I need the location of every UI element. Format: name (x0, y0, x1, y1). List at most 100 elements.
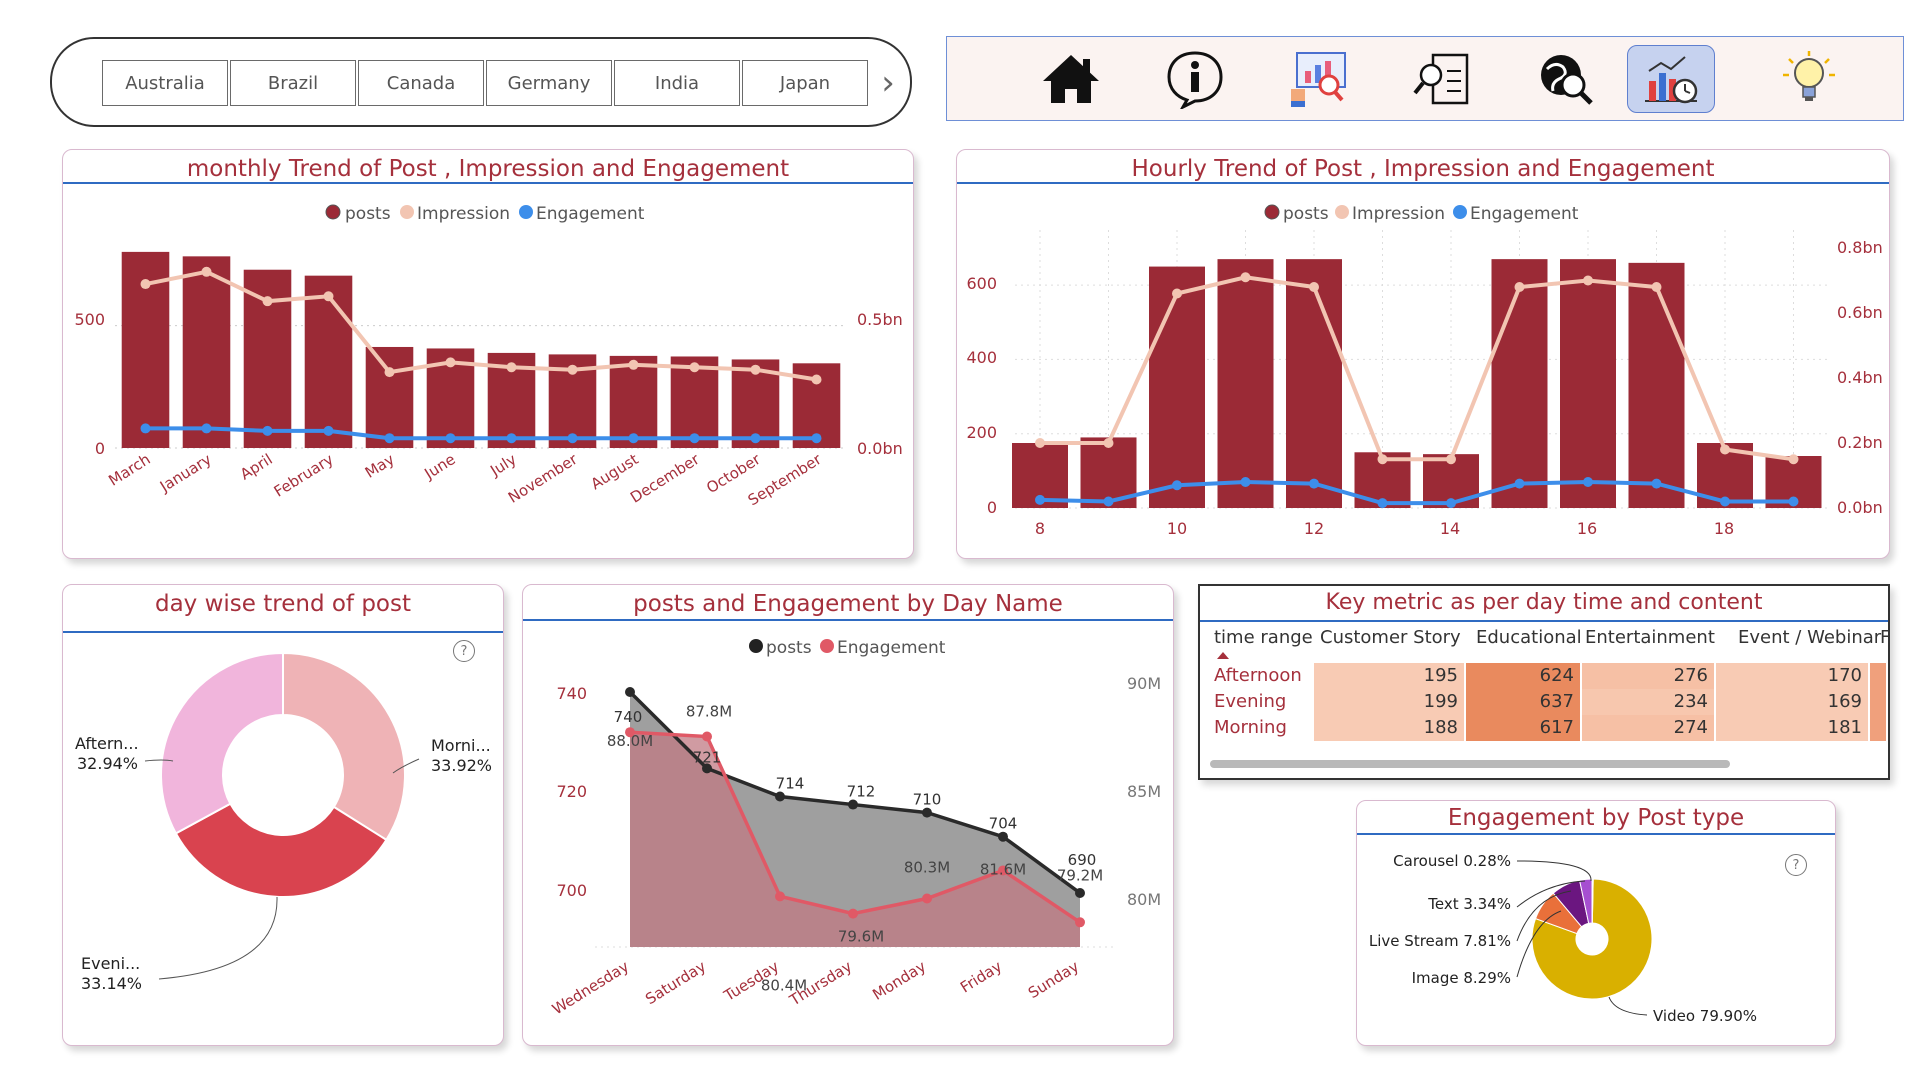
y-tick-label: 700 (556, 881, 587, 900)
data-label: 704 (989, 815, 1018, 833)
bar (365, 346, 414, 448)
data-label: 710 (913, 791, 942, 809)
home-icon[interactable] (1027, 45, 1115, 113)
info-icon[interactable] (1151, 45, 1239, 113)
title-underline (523, 619, 1173, 621)
slice-label: Aftern... (75, 734, 139, 753)
dayname-card: posts and Engagement by Day Name posts E… (522, 584, 1174, 1046)
bar (1628, 262, 1685, 508)
table-cell: 274 (1582, 715, 1714, 741)
day-wise-card: day wise trend of post ? Morni... 33.92% E… (62, 584, 504, 1046)
y2-tick-label: 0.0bn (857, 439, 903, 458)
y-tick-label: 500 (74, 310, 105, 329)
y2-tick-label: 90M (1127, 674, 1161, 693)
chart-analytics-icon[interactable] (1627, 45, 1715, 113)
data-point (1583, 477, 1593, 487)
data-point (702, 731, 712, 742)
data-point (140, 423, 151, 434)
data-point (689, 362, 700, 373)
x-tick-label: Wednesday (549, 957, 632, 1018)
data-point (140, 279, 151, 290)
slice-label: Text 3.34% (1427, 895, 1511, 913)
table-cell: 624 (1466, 663, 1580, 689)
y2-tick-label: 0.0bn (1837, 498, 1883, 517)
data-label: 79.2M (1057, 866, 1103, 884)
series-line (1039, 479, 1794, 506)
day-wise-title: day wise trend of post (154, 591, 412, 617)
data-point (750, 364, 761, 375)
title-underline (1357, 833, 1835, 835)
country-chip[interactable]: India (614, 60, 740, 106)
presentation-analysis-icon[interactable] (1275, 45, 1363, 113)
bar (609, 355, 658, 448)
legend-label: Impression (1352, 204, 1445, 224)
country-chip[interactable]: Brazil (230, 60, 356, 106)
data-label: 88.0M (607, 732, 653, 750)
data-label: 80.4M (761, 976, 807, 994)
data-point (628, 359, 639, 370)
y2-tick-label: 80M (1127, 890, 1161, 909)
data-point (998, 865, 1008, 876)
leader-line (1516, 910, 1562, 978)
document-search-icon[interactable] (1399, 45, 1487, 113)
x-tick-label: 10 (1167, 519, 1187, 538)
data-point (625, 727, 635, 738)
dayname-area-chart: posts Engagement 700 720 740 80M 85M 90M… (549, 638, 1161, 1018)
data-point (567, 433, 578, 444)
horizontal-scrollbar[interactable] (1210, 760, 1730, 768)
global-search-icon[interactable] (1523, 45, 1611, 113)
y-tick-label: 740 (556, 684, 587, 703)
x-tick-label: June (421, 450, 459, 483)
country-chip[interactable]: Australia (102, 60, 228, 106)
column-header[interactable]: time range (1214, 627, 1313, 648)
x-tick-label: 12 (1304, 519, 1324, 538)
column-header[interactable]: Customer Story (1320, 627, 1461, 648)
country-chip[interactable]: Germany (486, 60, 612, 106)
column-header[interactable]: Event / Webinar (1738, 627, 1882, 648)
data-point (1583, 275, 1593, 286)
data-point (1075, 917, 1085, 928)
data-point (1240, 477, 1251, 487)
data-point (922, 893, 932, 904)
data-label: 721 (693, 748, 722, 766)
sort-ascending-icon[interactable] (1217, 652, 1229, 659)
data-point (922, 807, 932, 818)
x-tick-label: April (237, 450, 276, 483)
country-chip[interactable]: Canada (358, 60, 484, 106)
hourly-trend-chart: posts Impression Engagement 0 200 400 60… (966, 204, 1883, 538)
x-tick-label: 16 (1577, 519, 1597, 538)
data-point (201, 266, 212, 277)
key-metric-table: Key metric as per day time and content t… (1198, 584, 1890, 780)
x-tick-label: May (362, 450, 398, 482)
idea-bulb-icon[interactable] (1765, 45, 1853, 113)
slice-label: Video 79.90% (1653, 1007, 1757, 1025)
bar (304, 275, 353, 448)
column-header[interactable]: Entertainment (1585, 627, 1715, 648)
data-point (1309, 282, 1319, 292)
series-line (145, 426, 817, 441)
data-point (1377, 454, 1388, 465)
data-label: 81.6M (980, 860, 1026, 878)
x-tick-label: 14 (1440, 519, 1460, 538)
chevron-right-icon[interactable]: › (881, 63, 895, 103)
x-tick-label: Sunday (1025, 957, 1082, 1002)
leader-line (1516, 890, 1572, 942)
chart-legend: posts Engagement (749, 638, 946, 658)
title-underline (63, 182, 913, 184)
leader-line (392, 758, 420, 774)
data-point (750, 433, 761, 444)
data-point (1172, 480, 1182, 491)
data-point (1720, 496, 1730, 507)
help-icon[interactable]: ? (1785, 854, 1807, 876)
slice-value: 33.92% (431, 756, 492, 775)
help-icon[interactable]: ? (453, 640, 475, 662)
country-chip[interactable]: Japan (742, 60, 868, 106)
y-tick-label: 720 (556, 782, 587, 801)
x-tick-label: January (156, 450, 215, 496)
column-header[interactable]: Educational (1476, 627, 1582, 648)
column-header[interactable]: F (1880, 627, 1888, 648)
hourly-trend-card: Hourly Trend of Post , Impression and En… (956, 149, 1890, 559)
table-cell (1870, 689, 1886, 715)
data-point (384, 367, 395, 378)
data-label: 79.6M (838, 928, 884, 946)
